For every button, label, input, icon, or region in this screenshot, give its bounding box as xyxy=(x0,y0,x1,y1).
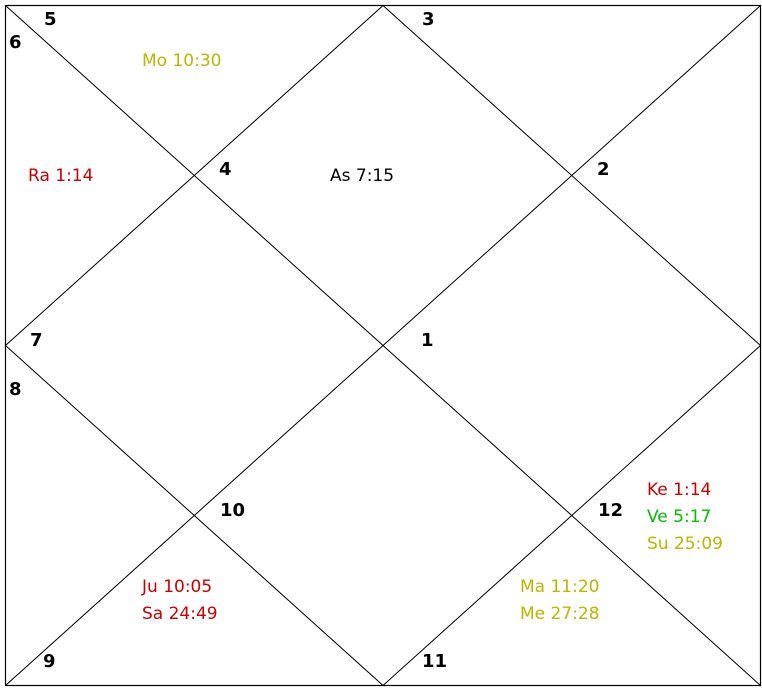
planet-rahu: Ra 1:14 xyxy=(28,166,94,186)
house-1: 1 xyxy=(421,330,434,351)
house-4: 4 xyxy=(219,159,232,180)
diagonal-anti xyxy=(5,5,761,686)
house-9-planets: Ju 10:05 Sa 24:49 xyxy=(142,574,218,628)
house-11-planets: Ma 11:20 Me 27:28 xyxy=(520,574,600,628)
house-2: 2 xyxy=(597,159,610,180)
house-5: 5 xyxy=(44,9,57,30)
planet-ascendant: As 7:15 xyxy=(330,166,395,186)
house-6: 6 xyxy=(9,32,22,53)
planet-sun: Su 25:09 xyxy=(647,534,723,554)
planet-jupiter: Ju 10:05 xyxy=(142,577,213,597)
house-11: 11 xyxy=(422,651,448,672)
house-12: 12 xyxy=(598,500,624,521)
planet-venus: Ve 5:17 xyxy=(647,507,712,527)
planet-moon: Mo 10:30 xyxy=(142,51,222,71)
inner-diamond xyxy=(4,4,762,687)
house-10: 10 xyxy=(220,500,246,521)
house-12-planets: Ke 1:14 Ve 5:17 Su 25:09 xyxy=(647,477,723,558)
house-9: 9 xyxy=(43,651,56,672)
planet-ketu: Ke 1:14 xyxy=(647,480,712,500)
house-3: 3 xyxy=(422,9,435,30)
planet-saturn: Sa 24:49 xyxy=(142,604,218,624)
planet-mars: Ma 11:20 xyxy=(520,577,600,597)
house-7: 7 xyxy=(30,330,43,351)
house-8: 8 xyxy=(9,379,22,400)
planet-mercury: Me 27:28 xyxy=(520,604,600,624)
